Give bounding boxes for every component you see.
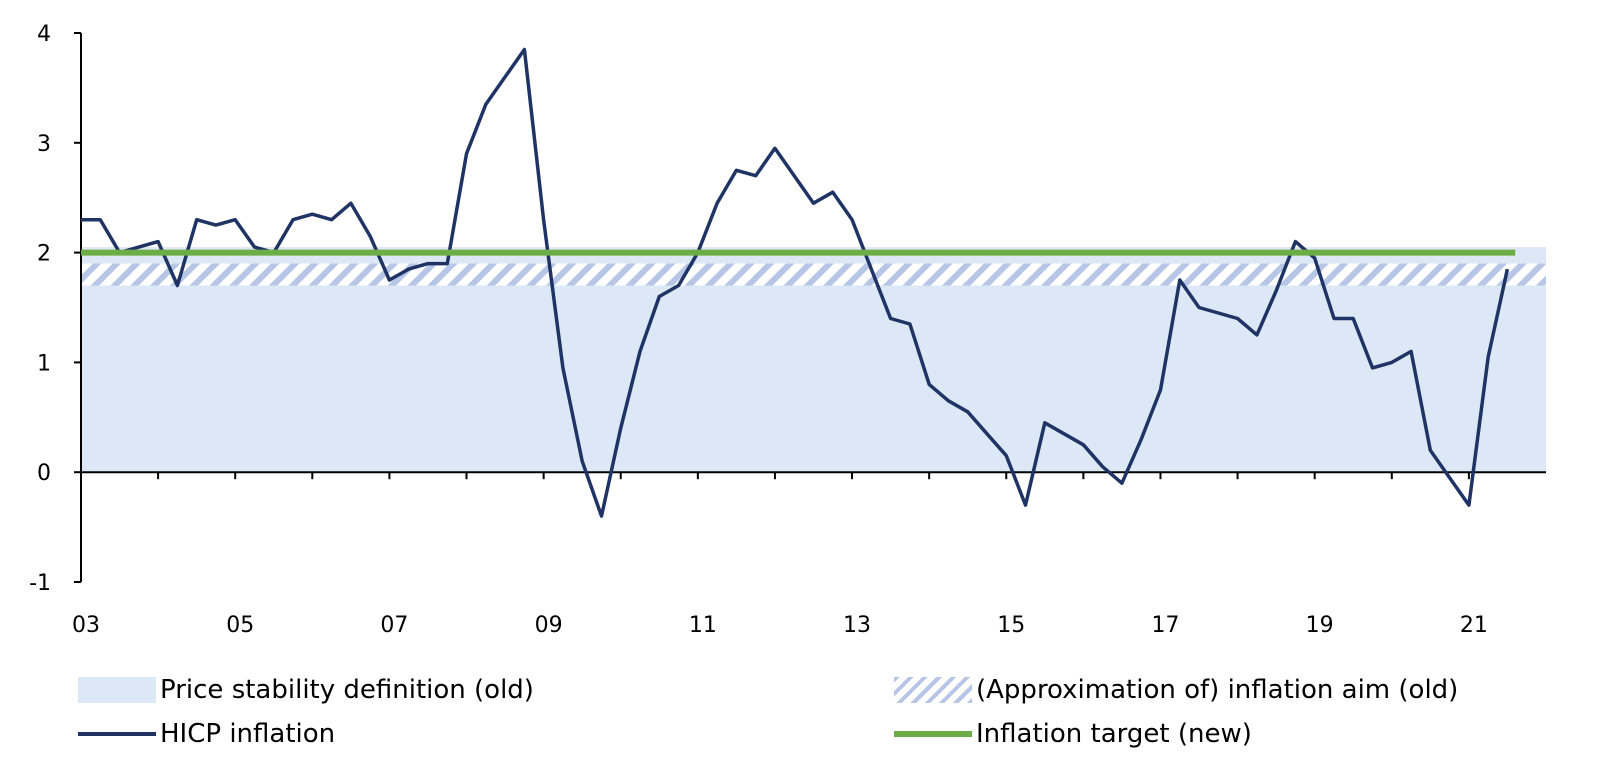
y-tick-label: 4 [37,22,51,47]
inflation-aim-band [81,263,1546,286]
x-tick-label: 15 [997,613,1025,638]
x-tick-label: 17 [1151,613,1179,638]
hicp-swatch [78,732,156,736]
x-tick-label: 19 [1306,613,1334,638]
hicp-inflation-line [81,47,1510,518]
legend-label-inflation-aim: (Approximation of) inflation aim (old) [976,675,1459,705]
y-tick-label: -1 [29,571,51,596]
x-tick-label: 11 [689,613,717,638]
legend-item-inflation-aim: (Approximation of) inflation aim (old) [894,670,1458,710]
y-tick-label: 2 [37,242,51,267]
legend-item-hicp: HICP inflation [78,714,335,754]
legend-label-target: Inflation target (new) [976,719,1252,749]
x-tick-label: 13 [843,613,871,638]
legend-label-price-stability: Price stability definition (old) [160,675,534,705]
inflation-aim-swatch [894,677,972,703]
x-tick-label: 09 [535,613,563,638]
x-tick-label: 21 [1460,613,1488,638]
x-tick-label: 03 [72,613,100,638]
legend-item-price-stability: Price stability definition (old) [78,670,534,710]
price-stability-swatch [78,677,156,703]
legend-item-target: Inflation target (new) [894,714,1252,754]
y-tick-label: 0 [37,461,51,486]
legend: Price stability definition (old) (Approx… [0,668,1600,778]
x-tick-label: 05 [226,613,254,638]
x-tick-label: 07 [380,613,408,638]
target-swatch [894,731,972,737]
legend-label-hicp: HICP inflation [160,719,336,749]
y-tick-label: 3 [37,132,51,157]
y-tick-label: 1 [37,351,51,376]
